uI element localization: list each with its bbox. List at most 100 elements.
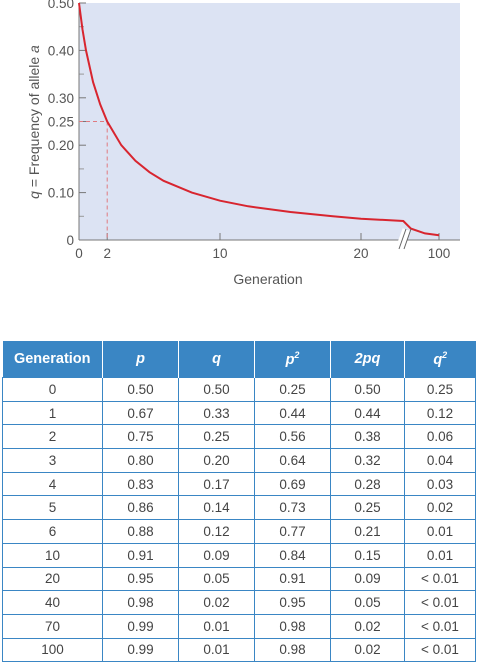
table-cell: 0.12 (178, 519, 255, 544)
table-cell: 0.15 (330, 542, 405, 568)
y-tick-label: 0.10 (48, 186, 74, 201)
table-cell: 20 (2, 566, 103, 592)
y-axis-title-allele: a (26, 45, 42, 53)
table-cell: 70 (2, 613, 103, 639)
table-cell: 0.21 (330, 519, 405, 544)
x-tick-label: 2 (103, 246, 111, 261)
table-cell: 40 (2, 590, 103, 615)
table-header-row: Generation p q p2 2pq q2 (2, 341, 476, 378)
table-row: 0 0.50 0.50 0.25 0.50 0.25 (2, 377, 476, 402)
table-cell: 0.32 (330, 448, 405, 473)
table-cell: 0.98 (254, 637, 331, 663)
x-tick-label: 0 (75, 246, 83, 261)
table-cell: 0.02 (178, 590, 255, 615)
column-header-label: Generation (13, 351, 91, 367)
axis-break-icon (395, 228, 412, 250)
table-cell: 0.84 (254, 542, 331, 568)
table-cell: 0.20 (178, 448, 255, 473)
table-row: 3 0.80 0.20 0.64 0.32 0.04 (2, 448, 476, 473)
column-header-label: 2pq (354, 351, 381, 367)
y-tick-label: 0.40 (48, 43, 74, 58)
table-cell: 0.12 (404, 400, 476, 426)
column-header: Generation (2, 341, 103, 378)
table-cell: 0.56 (254, 424, 331, 450)
table-cell: 0.67 (102, 400, 179, 426)
table-cell: 4 (2, 471, 103, 497)
table-cell: 0.01 (178, 613, 255, 639)
table-cell: 0.44 (330, 400, 405, 426)
table-cell: 0.50 (330, 377, 405, 402)
table-cell: 0.25 (254, 377, 331, 402)
y-tick-label: 0.20 (48, 138, 74, 153)
table-cell: 0.09 (330, 566, 405, 592)
column-header-superscript: 2 (442, 350, 448, 361)
table-cell: 0.01 (178, 637, 255, 663)
table-cell: 0.91 (254, 566, 331, 592)
table-row: 70 0.99 0.01 0.98 0.02 < 0.01 (2, 613, 476, 639)
table-row: 100 0.99 0.01 0.98 0.02 < 0.01 (2, 637, 476, 663)
y-axis-title-text: = Frequency of allele (26, 53, 42, 191)
table-cell: 0.50 (178, 377, 255, 402)
column-header-label: q (433, 351, 443, 368)
table-cell: 0.04 (404, 448, 476, 473)
table-cell: < 0.01 (404, 613, 476, 639)
table-cell: 0.83 (102, 471, 179, 497)
table-row: 4 0.83 0.17 0.69 0.28 0.03 (2, 471, 476, 497)
x-tick-label: 10 (212, 246, 227, 261)
table-cell: 0.75 (102, 424, 179, 450)
highlight-guides (79, 121, 108, 240)
table-cell: 0.25 (330, 495, 405, 521)
column-header: p2 (254, 341, 331, 378)
table-cell: 0.14 (178, 495, 255, 521)
table-cell: 0.91 (102, 542, 179, 568)
table-cell: 0.25 (178, 424, 255, 450)
table-cell: < 0.01 (404, 590, 476, 615)
table-cell: 0.95 (102, 566, 179, 592)
table-cell: 0.05 (178, 566, 255, 592)
table-cell: 0.38 (330, 424, 405, 450)
y-axis: 0 0.10 0.20 0.25 0.30 0.40 0.50 (48, 0, 86, 248)
table-cell: 0.03 (404, 471, 476, 497)
table-cell: 3 (2, 448, 103, 473)
table-cell: 0.05 (330, 590, 405, 615)
table-cell: 0.25 (404, 377, 476, 402)
column-header-label: p (285, 351, 295, 368)
table-cell: 2 (2, 424, 103, 450)
table-cell: 0.86 (102, 495, 179, 521)
column-header-superscript: 2 (294, 350, 300, 361)
table-cell: < 0.01 (404, 566, 476, 592)
table-cell: 0.99 (102, 637, 179, 663)
table-cell: 0.09 (178, 542, 255, 568)
plot-area (79, 3, 460, 240)
allele-frequency-table: Generation p q p2 2pq q2 0 0.50 0.50 0.25 0.50 0.2… (2, 341, 476, 663)
table-cell: 0.88 (102, 519, 179, 544)
x-axis-title: Generation (233, 271, 302, 287)
table-cell: 0.95 (254, 590, 331, 615)
table-row: 20 0.95 0.05 0.91 0.09 < 0.01 (2, 566, 476, 592)
table-row: 6 0.88 0.12 0.77 0.21 0.01 (2, 519, 476, 544)
series-line (78, 2, 440, 237)
table-row: 40 0.98 0.02 0.95 0.05 < 0.01 (2, 590, 476, 615)
column-header: q2 (404, 341, 476, 378)
x-tick-label: 20 (353, 246, 368, 261)
table-cell: 0.73 (254, 495, 331, 521)
allele-frequency-chart: 0 0.10 0.20 0.25 0.30 0.40 0.50 0 2 10 20 100 Gene… (26, 0, 460, 287)
table-cell: 0 (2, 377, 103, 402)
table-cell: 0.28 (330, 471, 405, 497)
table-row: 1 0.67 0.33 0.44 0.44 0.12 (2, 400, 476, 426)
y-tick-label: 0.25 (48, 115, 74, 130)
table-cell: 10 (2, 542, 103, 568)
table-cell: 0.06 (404, 424, 476, 450)
table-cell: 0.01 (404, 542, 476, 568)
table-cell: 1 (2, 400, 103, 426)
table-row: 10 0.91 0.09 0.84 0.15 0.01 (2, 542, 476, 568)
table-cell: 6 (2, 519, 103, 544)
table-cell: 0.80 (102, 448, 179, 473)
x-axis: 0 2 10 20 100 (75, 233, 450, 261)
y-axis-title-symbol: q (26, 191, 42, 199)
y-tick-label: 0.30 (48, 91, 74, 106)
x-tick-label: 100 (428, 246, 451, 261)
table-cell: 100 (2, 637, 103, 663)
column-header: p (102, 341, 179, 378)
table-cell: 0.33 (178, 400, 255, 426)
